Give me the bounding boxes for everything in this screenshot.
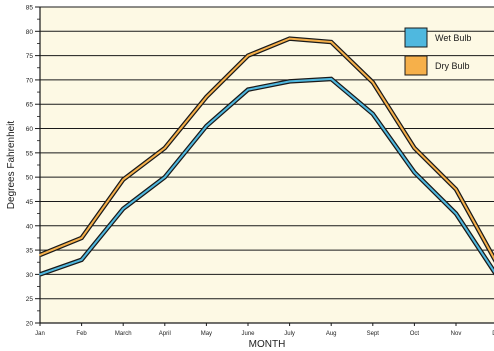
x-axis-label: MONTH xyxy=(249,339,286,350)
legend-swatch-wet-bulb xyxy=(404,27,428,48)
y-tick-label: 45 xyxy=(26,199,34,206)
x-tick-label: March xyxy=(115,331,132,337)
data-point-wet-bulb xyxy=(163,176,166,179)
data-point-wet-bulb xyxy=(288,80,291,83)
x-tick-label: Dec xyxy=(492,331,494,337)
x-tick-label: Nov xyxy=(451,331,462,337)
y-tick-label: 75 xyxy=(26,53,34,60)
y-tick-label: 50 xyxy=(26,175,34,182)
data-point-wet-bulb xyxy=(413,171,416,174)
y-tick-label: 65 xyxy=(26,102,34,109)
y-tick-label: 40 xyxy=(26,223,34,230)
y-tick-label: 60 xyxy=(26,126,34,133)
legend-swatch-dry-bulb xyxy=(404,55,428,76)
x-tick-label: June xyxy=(241,331,255,337)
data-point-dry-bulb xyxy=(163,147,166,149)
series-line-wet-bulb xyxy=(39,77,494,276)
y-tick-label: 25 xyxy=(26,296,34,303)
y-tick-label: 80 xyxy=(26,29,34,36)
data-point-dry-bulb xyxy=(330,41,333,43)
data-point-wet-bulb xyxy=(39,273,41,276)
x-tick-label: Jan xyxy=(35,331,45,337)
data-point-dry-bulb xyxy=(371,81,374,84)
legend: Wet Bulb Dry Bulb xyxy=(404,27,471,76)
series-line-dry-bulb xyxy=(39,37,494,261)
data-point-wet-bulb xyxy=(330,78,333,80)
legend-label-dry-bulb: Dry Bulb xyxy=(435,61,470,71)
x-tick-label: Aug xyxy=(326,331,337,337)
series-lines xyxy=(39,36,494,277)
data-point-dry-bulb xyxy=(39,254,41,256)
data-point-dry-bulb xyxy=(455,188,457,191)
y-tick-label: 30 xyxy=(26,272,34,279)
x-tick-label: May xyxy=(201,331,212,337)
data-point-wet-bulb xyxy=(122,207,125,210)
x-tick-label: Sept xyxy=(367,331,380,337)
data-point-dry-bulb xyxy=(80,237,83,239)
plot-background xyxy=(40,7,494,323)
x-axis: Jan Feb March April May June July Aug Sept Oct Nov… xyxy=(35,322,494,337)
y-tick-label: 20 xyxy=(26,321,34,328)
x-tick-label: July xyxy=(284,331,295,337)
y-axis: 20 25 30 35 40 45 50 55 60 65 70 75 80 85 xyxy=(26,5,41,328)
data-point-dry-bulb xyxy=(205,96,208,98)
data-point-wet-bulb xyxy=(205,125,208,128)
legend-label-wet-bulb: Wet Bulb xyxy=(435,33,471,43)
y-tick-label: 55 xyxy=(26,150,34,157)
data-point-wet-bulb xyxy=(371,113,374,115)
data-point-dry-bulb xyxy=(288,37,291,40)
data-point-dry-bulb xyxy=(247,54,249,57)
y-tick-label: 70 xyxy=(26,77,34,84)
y-axis-label: Degrees Fahrenheit xyxy=(6,121,17,210)
x-tick-label: Feb xyxy=(76,331,87,337)
y-tick-label: 35 xyxy=(26,248,34,255)
data-point-dry-bulb xyxy=(413,147,416,149)
data-point-dry-bulb xyxy=(122,178,125,181)
data-point-wet-bulb xyxy=(455,212,457,215)
data-point-wet-bulb xyxy=(247,88,249,91)
x-tick-label: April xyxy=(159,331,171,337)
y-tick-label: 85 xyxy=(26,5,34,12)
x-tick-label: Oct xyxy=(410,331,420,337)
data-point-wet-bulb xyxy=(80,258,83,261)
